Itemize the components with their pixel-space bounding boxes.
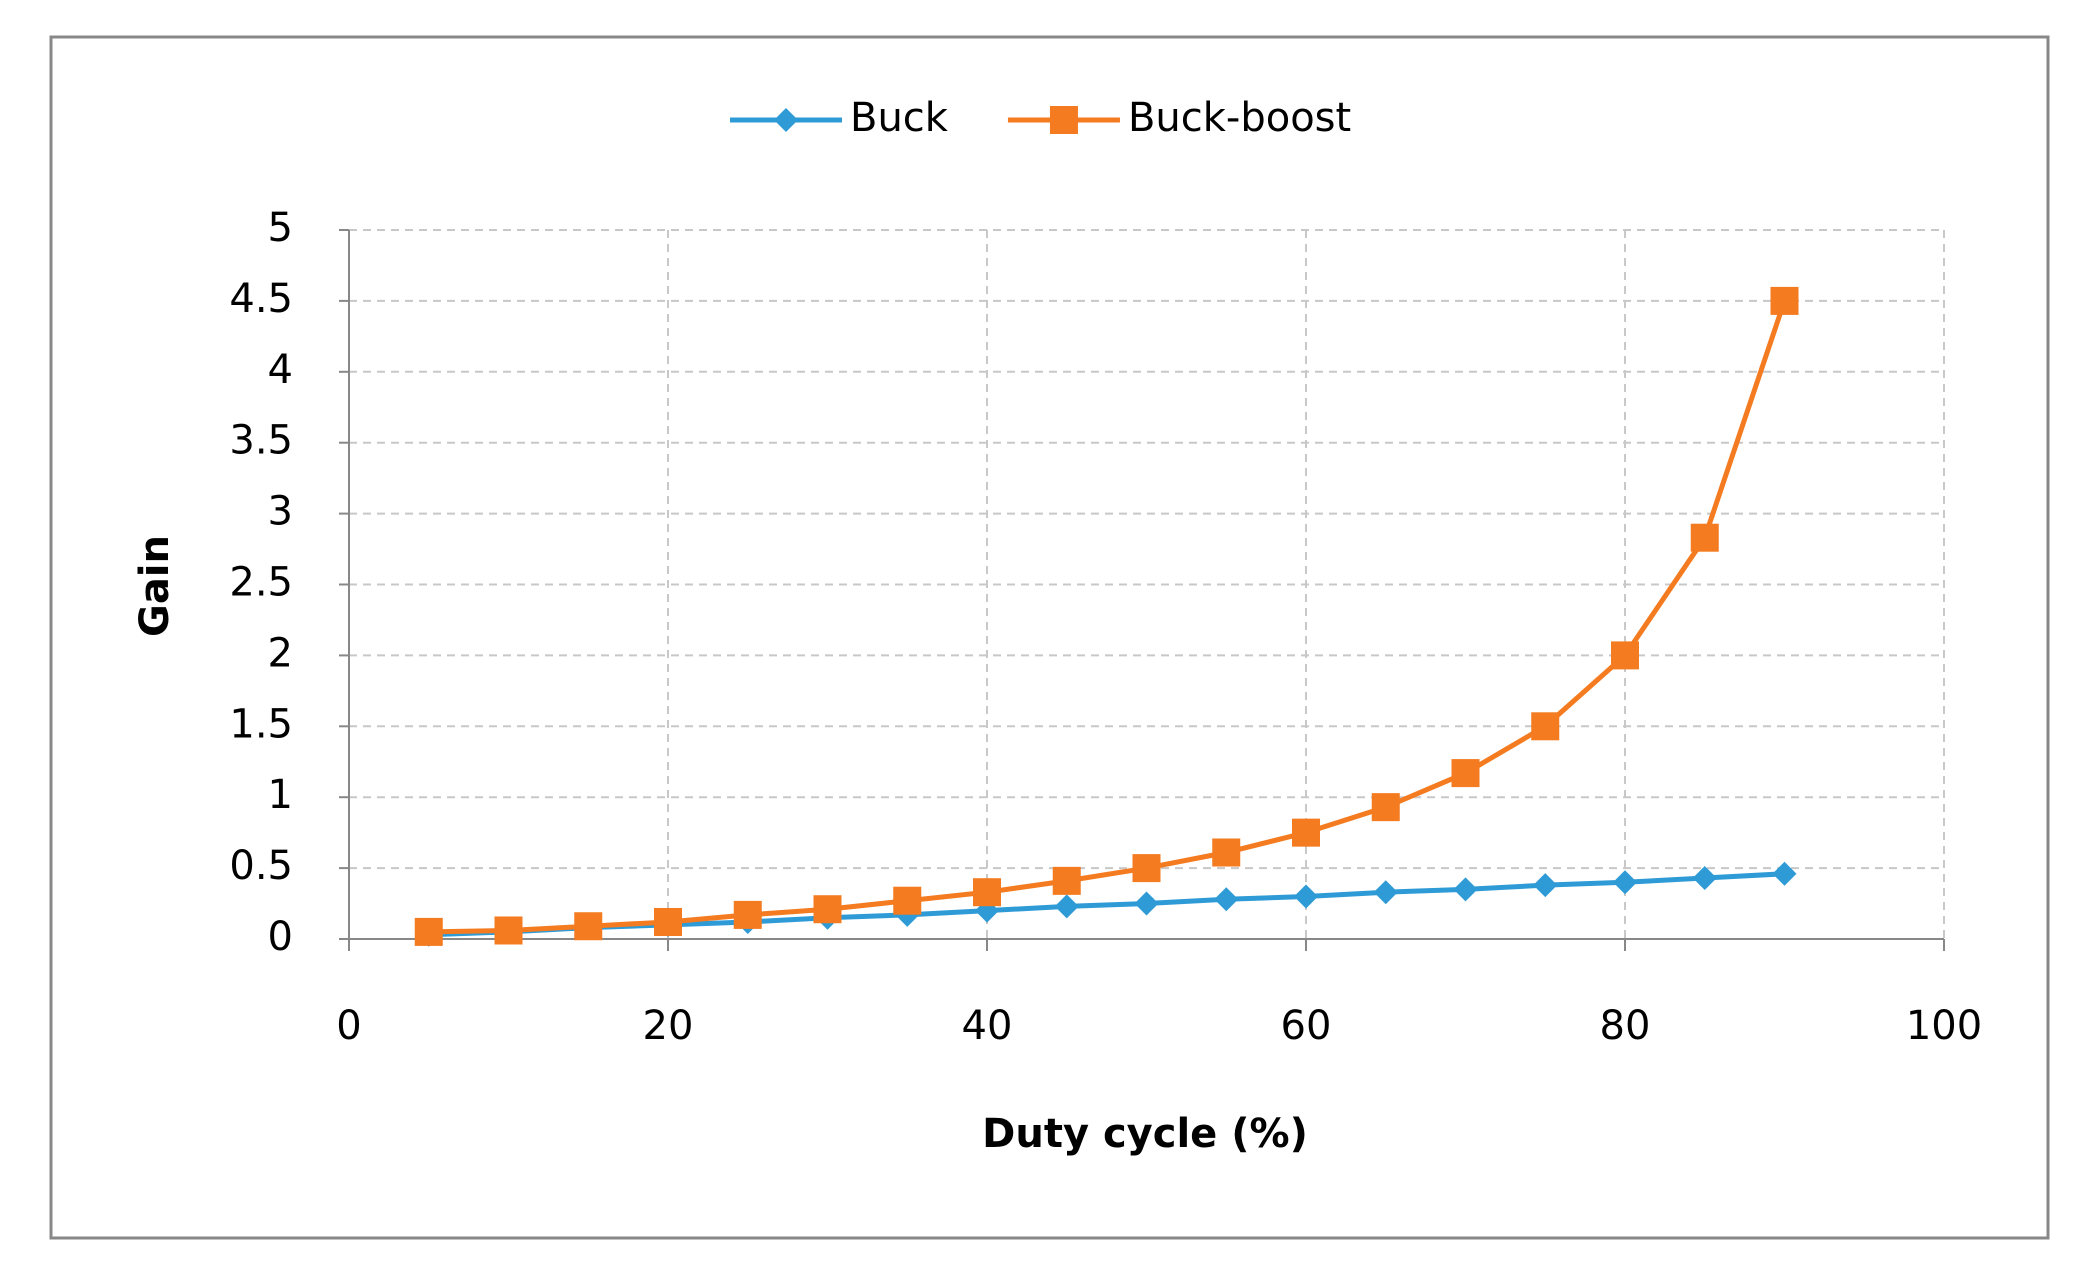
marker (1134, 891, 1159, 916)
marker (1770, 286, 1799, 315)
legend-label: Buck-boost (1128, 95, 1351, 141)
chart-border (49, 35, 2050, 1240)
y-tick-label: 3 (268, 489, 293, 535)
marker (1692, 866, 1717, 891)
legend-label: Buck (850, 95, 949, 141)
x-axis-label: Duty cycle (%) (982, 1111, 1308, 1157)
marker (574, 912, 603, 941)
y-tick-label: 4.5 (229, 276, 293, 322)
marker (1531, 712, 1560, 741)
marker (1772, 861, 1797, 886)
y-tick-label: 2 (268, 630, 293, 676)
x-tick-label: 40 (962, 1003, 1013, 1049)
marker (774, 108, 798, 132)
x-tick-label: 100 (1906, 1003, 1982, 1049)
marker (893, 886, 922, 915)
marker (733, 900, 762, 929)
marker (1533, 873, 1558, 898)
y-tick-label: 0 (268, 914, 293, 960)
y-tick-label: 3.5 (229, 418, 293, 464)
x-tick-label: 60 (1281, 1003, 1332, 1049)
marker (654, 907, 682, 936)
marker (1690, 523, 1719, 552)
marker (1451, 759, 1480, 788)
x-tick-label: 0 (336, 1003, 361, 1049)
marker (973, 878, 1001, 907)
y-tick-label: 1 (268, 772, 293, 818)
marker (1212, 838, 1241, 867)
y-tick-label: 2.5 (229, 560, 293, 606)
marker (1371, 793, 1400, 822)
x-tick-label: 20 (643, 1003, 694, 1049)
marker (813, 895, 842, 924)
marker (1611, 641, 1639, 670)
marker (1214, 887, 1239, 912)
marker (1054, 894, 1079, 919)
marker (414, 917, 443, 946)
x-tick-label: 80 (1600, 1003, 1651, 1049)
y-tick-label: 1.5 (229, 701, 293, 747)
marker (1132, 854, 1161, 883)
y-tick-label: 4 (268, 347, 293, 393)
marker (494, 916, 523, 945)
marker (1292, 818, 1320, 847)
marker (1453, 877, 1478, 902)
marker (1294, 884, 1318, 909)
marker (1052, 866, 1081, 895)
y-axis-label: Gain (132, 535, 178, 637)
y-tick-label: 0.5 (229, 843, 293, 889)
marker (1613, 870, 1637, 895)
marker (1373, 880, 1398, 905)
y-tick-label: 5 (268, 205, 293, 251)
marker (1049, 106, 1078, 134)
